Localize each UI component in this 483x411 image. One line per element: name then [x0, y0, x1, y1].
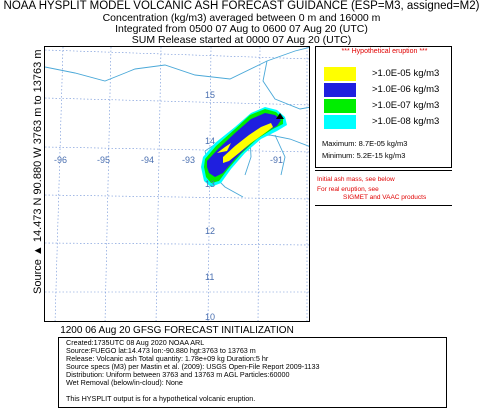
note-real-eruption: For real eruption, see	[317, 186, 379, 193]
lon-label: -95	[97, 155, 111, 165]
info-release: Release: Volcanic ash Total quantity: 1.…	[66, 354, 269, 363]
graticule	[45, 47, 309, 321]
map-title: NOAA HYSPLIT MODEL VOLCANIC ASH FORECAST…	[3, 0, 480, 12]
eruption-note: Initial ash mass, see below For real eru…	[315, 170, 452, 206]
minimum-value: Minimum: 5.2E-15 kg/m3	[322, 151, 406, 160]
lat-label: 15	[205, 90, 216, 100]
info-source-specs: Source specs (M3) per Mastin et al. (200…	[66, 362, 320, 371]
legend-label: >1.0E-08 kg/m3	[372, 116, 440, 127]
lat-label: 13	[205, 179, 216, 189]
legend-swatch	[324, 99, 356, 113]
source-triangle-icon	[276, 113, 284, 119]
lat-label: 11	[205, 272, 215, 282]
lon-label: -93	[182, 155, 196, 165]
lat-label: 10	[205, 312, 216, 322]
info-distribution: Distribution: Uniform between 3763 and 1…	[66, 370, 290, 379]
legend-label: >1.0E-05 kg/m3	[372, 68, 440, 79]
note-sigmet: SIGMET and VAAC products	[343, 194, 427, 201]
map-canvas	[45, 47, 309, 321]
legend-label: >1.0E-06 kg/m3	[372, 84, 440, 95]
subtitle-release: SUM Release started at 0000 07 Aug 20 (U…	[131, 34, 352, 46]
lat-label: 14	[205, 136, 216, 146]
run-info-box: Created:1735UTC 08 Aug 2020 NOAA ARL Sou…	[58, 337, 447, 408]
lon-label: -91	[270, 155, 284, 165]
legend-label: >1.0E-07 kg/m3	[372, 100, 440, 111]
info-disclaimer: This HYSPLIT output is for a hypothetica…	[66, 394, 256, 403]
note-initial-mass: Initial ash mass, see below	[317, 176, 395, 183]
legend-swatch	[324, 115, 356, 129]
ash-concentration-map: -96 -95 -94 -93 -91 15 14 13 12 11 10	[44, 46, 310, 322]
lat-label: 12	[205, 226, 216, 236]
legend: *** Hypothetical eruption *** >1.0E-05 k…	[315, 46, 452, 168]
legend-swatch	[324, 83, 356, 97]
info-source: Source:FUEGO lat:14.473 lon:-90.880 hgt:…	[66, 346, 256, 355]
subtitle-concentration: Concentration (kg/m3) averaged between 0…	[102, 12, 381, 24]
maximum-value: Maximum: 8.7E-05 kg/m3	[322, 139, 408, 148]
lon-label: -96	[54, 155, 68, 165]
source-axis-label: Source ▲ 14.473 N 90.880 W 3763 m to 137…	[32, 49, 44, 294]
legend-title: *** Hypothetical eruption ***	[341, 48, 428, 55]
lon-label: -94	[141, 155, 155, 165]
ash-cloud	[201, 107, 287, 187]
forecast-initialization: 1200 06 Aug 20 GFSG FORECAST INITIALIZAT…	[60, 325, 294, 336]
info-wet-removal: Wet Removal (below/in-cloud): None	[66, 378, 183, 387]
info-created: Created:1735UTC 08 Aug 2020 NOAA ARL	[66, 338, 205, 347]
legend-swatch	[324, 67, 356, 81]
subtitle-integration: Integrated from 0500 07 Aug to 0600 07 A…	[115, 23, 368, 35]
